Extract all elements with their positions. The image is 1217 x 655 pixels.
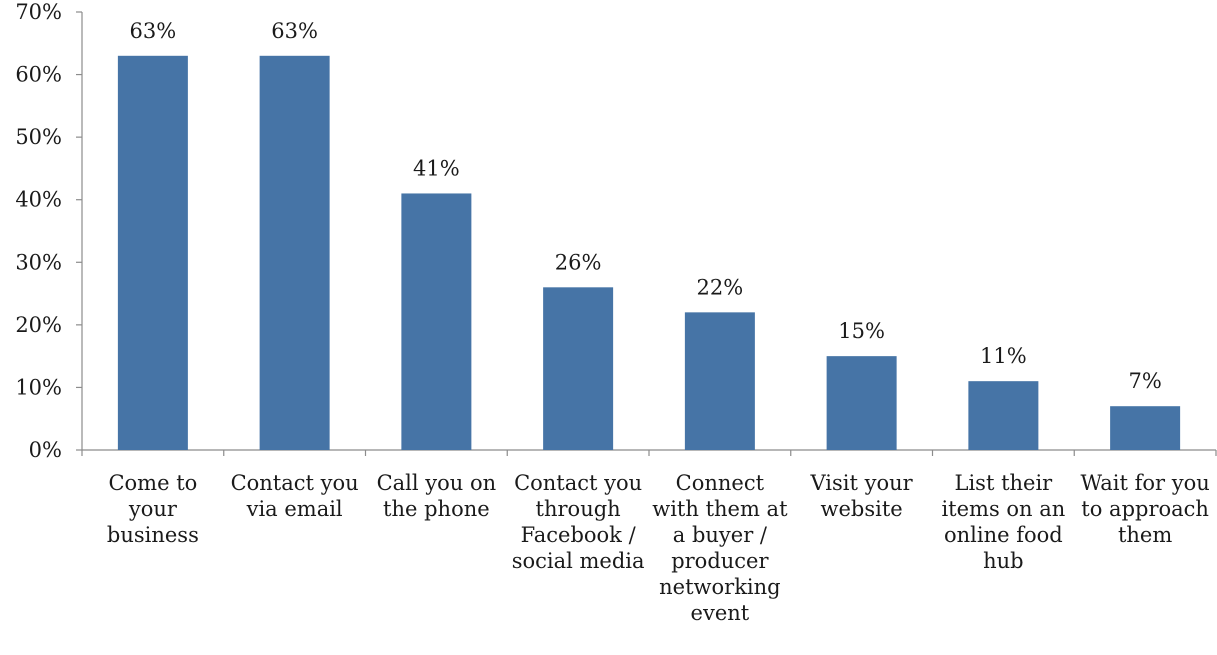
category-label-line: with them at [652, 497, 788, 521]
y-axis: 0% 10% 20% 30% 40% 50% 60% 70% [15, 0, 83, 462]
category-label-line: business [107, 523, 199, 547]
bar [1110, 406, 1181, 450]
category-label-line: hub [983, 549, 1024, 573]
category-label-line: social media [512, 549, 645, 573]
y-tick-label: 30% [15, 250, 62, 274]
y-tick-label: 0% [29, 438, 62, 462]
bar [968, 381, 1039, 450]
category-label-line: them [1118, 523, 1172, 547]
data-labels: 63% 63% 41% 26% 22% 15% 11% 7% [130, 19, 1162, 393]
category-label-line: to approach [1081, 497, 1209, 521]
category-label-line: Wait for you [1080, 471, 1209, 495]
category-label-line: via email [246, 497, 343, 521]
y-tick-label: 40% [15, 188, 62, 212]
data-label: 41% [413, 156, 460, 180]
bar [259, 55, 330, 451]
category-label: Contact you via email [231, 471, 359, 521]
category-label-line: Call you on [377, 471, 497, 495]
category-label-line: Visit your [810, 471, 914, 495]
category-label: Come to your business [107, 471, 199, 547]
y-tick-label: 50% [15, 125, 62, 149]
category-label-line: Contact you [514, 471, 642, 495]
category-label-line: online food [944, 523, 1063, 547]
category-label: Connect with them at a buyer / producer netw… [652, 471, 788, 625]
category-label-line: Come to [108, 471, 197, 495]
category-label: Wait for you to approach them [1080, 471, 1209, 547]
category-label-line: event [691, 601, 750, 625]
y-tick-label: 20% [15, 313, 62, 337]
category-label-line: Connect [676, 471, 765, 495]
category-label-line: networking [659, 575, 780, 599]
category-label-line: through [536, 497, 621, 521]
category-label: Call you on the phone [377, 471, 497, 521]
y-tick-label: 10% [15, 375, 62, 399]
data-label: 7% [1128, 369, 1161, 393]
x-axis [81, 449, 1217, 456]
bar [117, 55, 188, 451]
category-label-line: a buyer / [673, 523, 768, 547]
data-label: 15% [838, 319, 885, 343]
category-label: Contact you through Facebook / social media [512, 471, 645, 573]
data-label: 63% [271, 19, 318, 43]
category-label-line: producer [671, 549, 769, 573]
bar [684, 312, 755, 450]
data-label: 11% [980, 344, 1027, 368]
bar [826, 356, 897, 450]
category-label-line: items on an [941, 497, 1065, 521]
category-label-line: Facebook / [521, 523, 637, 547]
category-label: Visit your website [810, 471, 914, 521]
bar-series [117, 55, 1181, 451]
bar [401, 193, 472, 450]
data-label: 26% [555, 250, 602, 274]
category-label-line: List their [955, 471, 1054, 495]
category-label-line: Contact you [231, 471, 359, 495]
category-label-line: the phone [383, 497, 490, 521]
y-tick-label: 70% [15, 0, 62, 24]
data-label: 22% [697, 275, 744, 299]
bar [543, 287, 614, 450]
category-label-line: website [821, 497, 903, 521]
y-tick-label: 60% [15, 63, 62, 87]
category-label: List their items on an online food hub [941, 471, 1065, 573]
category-label-line: your [128, 497, 178, 521]
data-label: 63% [130, 19, 177, 43]
